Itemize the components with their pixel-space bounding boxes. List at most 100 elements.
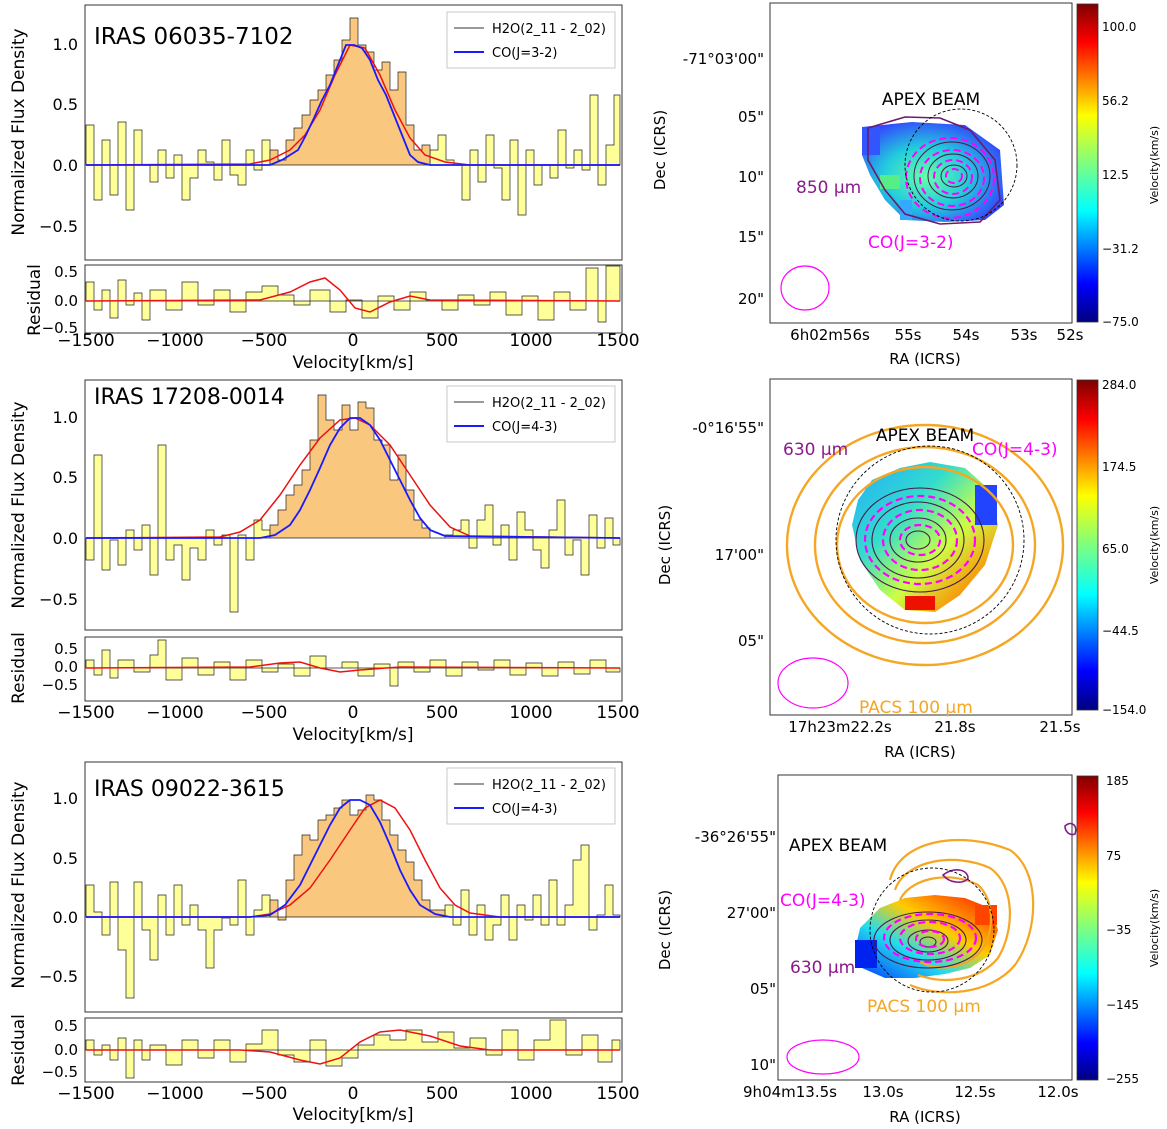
colorbar-tick: −35 [1106, 923, 1131, 937]
y-axis-label: Normalized Flux Density [9, 401, 29, 608]
y-tick-label: 0.5 [53, 95, 78, 114]
spectrum-panel-3: H2O(2_11 - 2_02) CO(J=4-3) IRAS 09022-36… [9, 761, 640, 1125]
y-tick-label: −0.5 [39, 590, 78, 609]
x-tick-label: 1500 [596, 703, 639, 723]
x-tick-label: 0 [348, 331, 359, 351]
beam-ellipse [780, 265, 830, 311]
ra-axis-label: RA (ICRS) [884, 743, 955, 761]
water-line-histogram [269, 794, 446, 921]
spectrum-panel-2: H2O(2_11 - 2_02) CO(J=4-3) IRAS 17208-00… [9, 379, 640, 745]
colorbar: 185 75 −35 −145 −255 Velocity(km/s) [1076, 774, 1161, 1086]
co-line [86, 799, 620, 918]
co-contours [863, 494, 977, 586]
colorbar-tick: 56.2 [1102, 94, 1129, 108]
y-tick-label: 1.0 [53, 35, 78, 54]
x-tick-label: 0 [348, 703, 359, 723]
apex-beam-label: APEX BEAM [876, 426, 974, 446]
colorbar-tick: 185 [1106, 774, 1129, 788]
ra-tick-label: 21.8s [934, 718, 975, 736]
co-line [86, 417, 621, 539]
dust-inner-contours [873, 911, 983, 969]
co-contours [882, 912, 978, 964]
dust-label: 630 μm [790, 958, 855, 978]
noise-histogram [85, 121, 271, 211]
legend: H2O(2_11 - 2_02) CO(J=4-3) [446, 767, 616, 825]
legend-co: CO(J=3-2) [492, 46, 557, 61]
spectrum-axes [84, 379, 623, 631]
colorbar-tick: 65.0 [1102, 542, 1129, 556]
legend: H2O(2_11 - 2_02) CO(J=4-3) [446, 385, 616, 443]
co-label: CO(J=4-3) [780, 891, 866, 911]
dec-tick-label: 27'00" [727, 904, 776, 922]
residual-axes [84, 264, 623, 334]
spectrum-3-plot: H2O(2_11 - 2_02) CO(J=4-3) IRAS 09022-36… [9, 761, 623, 1013]
dust-contour [941, 869, 969, 883]
legend-co: CO(J=4-3) [492, 420, 557, 435]
colorbar-tick: 284.0 [1102, 378, 1136, 392]
colorbar-tick: −154.0 [1102, 703, 1146, 717]
x-tick-label: −500 [241, 331, 288, 351]
ra-tick-label: 13.0s [862, 1083, 903, 1101]
colorbar-tick: 100.0 [1102, 20, 1136, 34]
dec-axis-label: Dec (ICRS) [656, 505, 674, 585]
residual-2-plot: 0.5 0.0 −0.5 Residual −1500 −1000 −500 0… [9, 632, 640, 745]
source-name: IRAS 06035-7102 [94, 24, 293, 50]
x-tick-label: −1500 [57, 703, 115, 723]
dec-tick-label: -0°16'55" [692, 419, 764, 437]
ra-tick-label: 6h02m56s [790, 326, 870, 344]
x-tick-label: 1000 [509, 703, 552, 723]
fit-curve [85, 417, 621, 539]
y-tick-label: 0.0 [53, 908, 78, 927]
dec-tick-label: 05" [738, 108, 764, 126]
ra-tick-label: 53s [1011, 326, 1038, 344]
colorbar-tick: −75.0 [1102, 315, 1139, 329]
y-axis-label: Normalized Flux Density [9, 781, 29, 988]
apex-beam-circle [835, 445, 1025, 635]
colorbar-tick: 174.5 [1102, 460, 1136, 474]
residual-axis-label: Residual [9, 1014, 29, 1086]
x-tick-label: −1000 [146, 1084, 204, 1104]
beam-ellipse [777, 657, 849, 709]
apex-beam-circle [869, 867, 995, 993]
map-panel-1: APEX BEAM 850 μm CO(J=3-2) -71°03'00" 05… [651, 2, 1161, 368]
legend-co: CO(J=4-3) [492, 802, 557, 817]
colorbar-label: Velocity(km/s) [1148, 126, 1161, 204]
legend-water: H2O(2_11 - 2_02) [492, 396, 606, 411]
x-tick-label: −1500 [57, 1084, 115, 1104]
y-tick-label: 0.0 [53, 529, 78, 548]
residual-fit [85, 277, 621, 313]
dust-label: 850 μm [796, 178, 861, 198]
x-tick-label: −500 [241, 703, 288, 723]
x-axis-label: Velocity[km/s] [293, 353, 414, 373]
dust-inner-contours [855, 487, 985, 593]
y-tick-label: 0.0 [53, 156, 78, 175]
res-tick-label: 0.5 [54, 640, 78, 658]
co-label: CO(J=4-3) [972, 440, 1058, 460]
x-tick-label: 1000 [509, 1084, 552, 1104]
res-tick-label: 0.5 [54, 1017, 78, 1035]
colorbar-label: Velocity(km/s) [1148, 506, 1161, 584]
water-line-histogram [269, 394, 445, 539]
x-tick-label: 500 [426, 331, 458, 351]
legend-water: H2O(2_11 - 2_02) [492, 22, 606, 37]
residual-histogram [85, 1019, 621, 1079]
dec-tick-label: 20" [738, 290, 764, 308]
co-label: CO(J=3-2) [868, 233, 954, 253]
co-line [86, 44, 620, 166]
x-tick-label: −1000 [146, 331, 204, 351]
colorbar-tick: −255 [1106, 1072, 1139, 1086]
ra-tick-label: 54s [953, 326, 980, 344]
residual-3-plot: 0.5 0.0 −0.5 Residual −1500 −1000 −500 0… [9, 1014, 640, 1125]
ra-axis-label: RA (ICRS) [889, 350, 960, 368]
y-tick-label: 1.0 [53, 789, 78, 808]
ra-tick-label: 55s [895, 326, 922, 344]
x-tick-label: 500 [426, 1084, 458, 1104]
residual-fit [86, 1029, 620, 1065]
x-tick-label: −500 [241, 1084, 288, 1104]
pacs-label: PACS 100 μm [859, 698, 973, 718]
dust-inner-contours [913, 141, 991, 211]
beam-ellipse [786, 1039, 860, 1075]
colorbar-tick: 75 [1106, 849, 1121, 863]
y-tick-label: −0.5 [39, 217, 78, 236]
dec-axis-label: Dec (ICRS) [651, 110, 669, 190]
